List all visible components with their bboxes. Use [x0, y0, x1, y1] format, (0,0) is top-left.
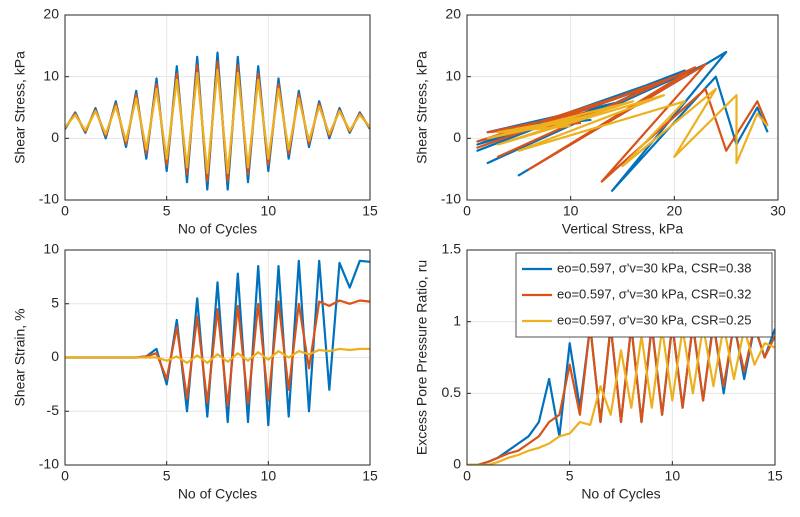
legend-label: eo=0.597, σ'v=30 kPa, CSR=0.32	[557, 286, 751, 301]
x-tick-label: 15	[362, 203, 378, 219]
x-tick-label: 10	[261, 468, 277, 484]
series-line	[65, 51, 370, 191]
x-tick-label: 10	[665, 468, 681, 484]
y-tick-label: 1	[453, 312, 461, 328]
x-axis-label: No of Cycles	[178, 486, 257, 502]
series-line	[65, 60, 370, 182]
legend-label: eo=0.597, σ'v=30 kPa, CSR=0.25	[557, 312, 751, 327]
y-tick-label: 10	[43, 241, 59, 257]
x-tick-label: 0	[463, 203, 471, 219]
y-axis-label: Excess Pore Pressure Ratio, ru	[414, 260, 430, 455]
y-tick-label: 0	[453, 456, 461, 472]
series-line	[65, 347, 370, 364]
y-tick-label: -10	[39, 191, 59, 207]
x-tick-label: 30	[770, 203, 786, 219]
y-axis-label: Shear Stress, kPa	[414, 51, 430, 164]
series-line	[65, 68, 370, 174]
axes-frame	[64, 14, 371, 201]
axes-frame	[64, 249, 371, 466]
legend: eo=0.597, σ'v=30 kPa, CSR=0.38 eo=0.597, …	[515, 252, 773, 338]
x-tick-label: 10	[563, 203, 579, 219]
y-axis-label: Shear Strain, %	[12, 308, 28, 406]
y-tick-label: 0	[51, 348, 59, 364]
x-tick-label: 5	[566, 468, 574, 484]
x-tick-label: 0	[61, 468, 69, 484]
y-tick-label: -10	[441, 191, 461, 207]
series-line	[467, 323, 775, 465]
y-tick-label: -5	[47, 402, 60, 418]
plot-area	[65, 15, 370, 200]
x-tick-label: 15	[362, 468, 378, 484]
y-tick-label: 10	[43, 67, 59, 83]
y-tick-label: 1.5	[442, 241, 462, 257]
x-tick-label: 15	[767, 468, 783, 484]
y-tick-label: -10	[39, 456, 59, 472]
x-axis-label: No of Cycles	[178, 221, 257, 237]
y-axis-label: Shear Stress, kPa	[12, 51, 28, 164]
legend-box	[515, 252, 773, 338]
x-tick-label: 5	[163, 468, 171, 484]
y-tick-label: 20	[43, 6, 59, 22]
y-tick-label: 0	[453, 129, 461, 145]
x-axis-label: Vertical Stress, kPa	[562, 221, 684, 237]
series-line	[486, 87, 769, 168]
y-tick-label: 10	[445, 67, 461, 83]
y-tick-label: 0	[51, 129, 59, 145]
x-tick-label: 5	[163, 203, 171, 219]
axes-frame	[466, 249, 776, 466]
x-tick-label: 0	[61, 203, 69, 219]
x-tick-label: 20	[667, 203, 683, 219]
x-tick-label: 10	[261, 203, 277, 219]
y-tick-label: 5	[51, 294, 59, 310]
y-tick-label: 20	[445, 6, 461, 22]
x-tick-label: 0	[463, 468, 471, 484]
y-tick-label: 0.5	[442, 384, 462, 400]
legend-label: eo=0.597, σ'v=30 kPa, CSR=0.38	[557, 260, 751, 275]
x-axis-label: No of Cycles	[581, 486, 660, 502]
axes-frame	[466, 14, 779, 201]
